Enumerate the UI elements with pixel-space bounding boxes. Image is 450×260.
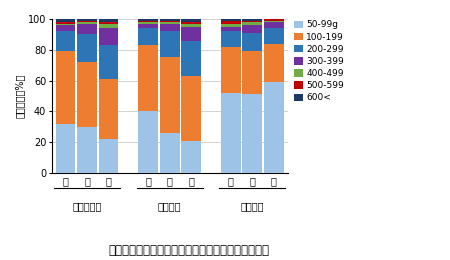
Bar [56,124,76,173]
Bar [264,44,284,82]
Bar [264,22,284,28]
Bar [264,82,284,173]
Bar [221,24,241,27]
Bar [160,24,180,31]
Bar [138,45,158,111]
Bar [138,21,158,22]
Text: 図２　栽培条件が子いも１個重の分布に及ぼす影響: 図２ 栽培条件が子いも１個重の分布に及ぼす影響 [108,244,270,257]
Bar [242,25,262,33]
Text: 無マルチ: 無マルチ [240,201,264,211]
Bar [242,51,262,94]
Bar [138,22,158,24]
Bar [181,22,201,24]
Bar [221,19,241,21]
Bar [221,21,241,24]
Bar [160,19,180,21]
Bar [181,41,201,76]
Bar [221,27,241,31]
Bar [242,94,262,173]
Bar [77,24,97,34]
Bar [99,139,118,173]
Bar [221,31,241,47]
Bar [77,62,97,127]
Bar [99,28,118,45]
Bar [56,22,76,24]
Bar [242,33,262,51]
Bar [181,76,201,141]
Bar [242,22,262,25]
Bar [77,127,97,173]
Bar [77,19,97,21]
Bar [160,57,180,133]
Bar [99,22,118,24]
Bar [181,27,201,41]
Bar [138,19,158,21]
Bar [99,45,118,79]
Bar [138,24,158,28]
Bar [99,19,118,22]
Bar [160,133,180,173]
Bar [160,21,180,22]
Bar [264,21,284,22]
Bar [221,47,241,93]
Text: 透明マルチ: 透明マルチ [72,201,102,211]
Bar [56,31,76,51]
Bar [56,51,76,124]
Bar [56,19,76,22]
Bar [56,25,76,31]
Bar [264,19,284,21]
Bar [181,141,201,173]
Bar [264,28,284,44]
Bar [99,79,118,139]
Bar [138,111,158,173]
Bar [56,24,76,25]
Text: 黒マルチ: 黒マルチ [158,201,181,211]
Bar [181,24,201,27]
Bar [77,21,97,22]
Legend: 50-99g, 100-199, 200-299, 300-399, 400-499, 500-599, 600<: 50-99g, 100-199, 200-299, 300-399, 400-4… [294,21,344,102]
Bar [181,19,201,22]
Bar [242,21,262,22]
Bar [160,31,180,57]
Bar [160,22,180,24]
Bar [138,28,158,45]
Bar [77,34,97,62]
Y-axis label: 頻度分布（%）: 頻度分布（%） [15,74,25,118]
Bar [77,22,97,24]
Bar [221,93,241,173]
Bar [242,19,262,21]
Bar [99,24,118,28]
